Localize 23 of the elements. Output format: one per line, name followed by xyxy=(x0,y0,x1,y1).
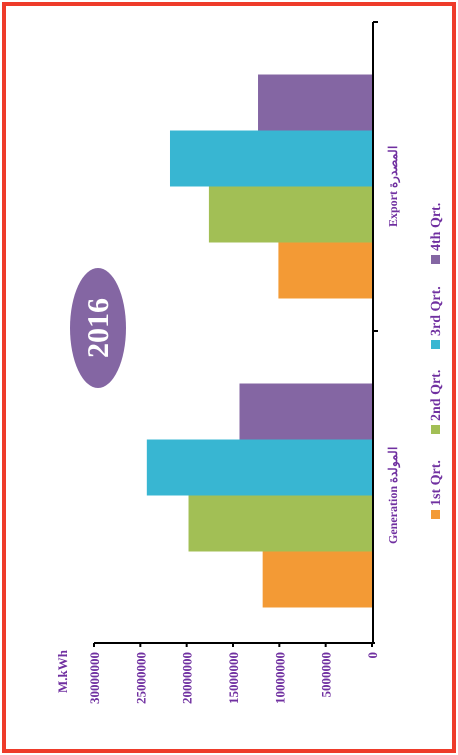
bar xyxy=(258,74,372,130)
text: 3rd Qrt. xyxy=(429,286,444,336)
bar xyxy=(170,130,372,186)
x-tick-label: 10000000 xyxy=(272,652,288,704)
x-tick-label: 20000000 xyxy=(180,652,195,704)
text: 2nd Qrt. xyxy=(429,370,444,421)
bar xyxy=(188,496,372,552)
x-tick-label: 30000000 xyxy=(87,652,102,704)
x-tick-label: 15000000 xyxy=(226,652,241,704)
x-tick-label: 0 xyxy=(365,652,380,658)
bar xyxy=(208,186,372,242)
text: 1st Qrt. xyxy=(429,460,444,506)
bar xyxy=(278,242,372,298)
x-tick-label: 5000000 xyxy=(318,652,334,698)
text: M.kWh xyxy=(55,649,70,693)
bar xyxy=(146,440,372,496)
y-tick-label: Generation المولدة xyxy=(386,447,401,544)
text: 2016 xyxy=(82,298,115,358)
bar xyxy=(239,384,372,440)
text: 4th Qrt. xyxy=(429,202,444,251)
y-tick-label: Export المصدرة xyxy=(386,146,401,227)
bar xyxy=(262,552,372,608)
x-tick-label: 25000000 xyxy=(133,652,148,704)
